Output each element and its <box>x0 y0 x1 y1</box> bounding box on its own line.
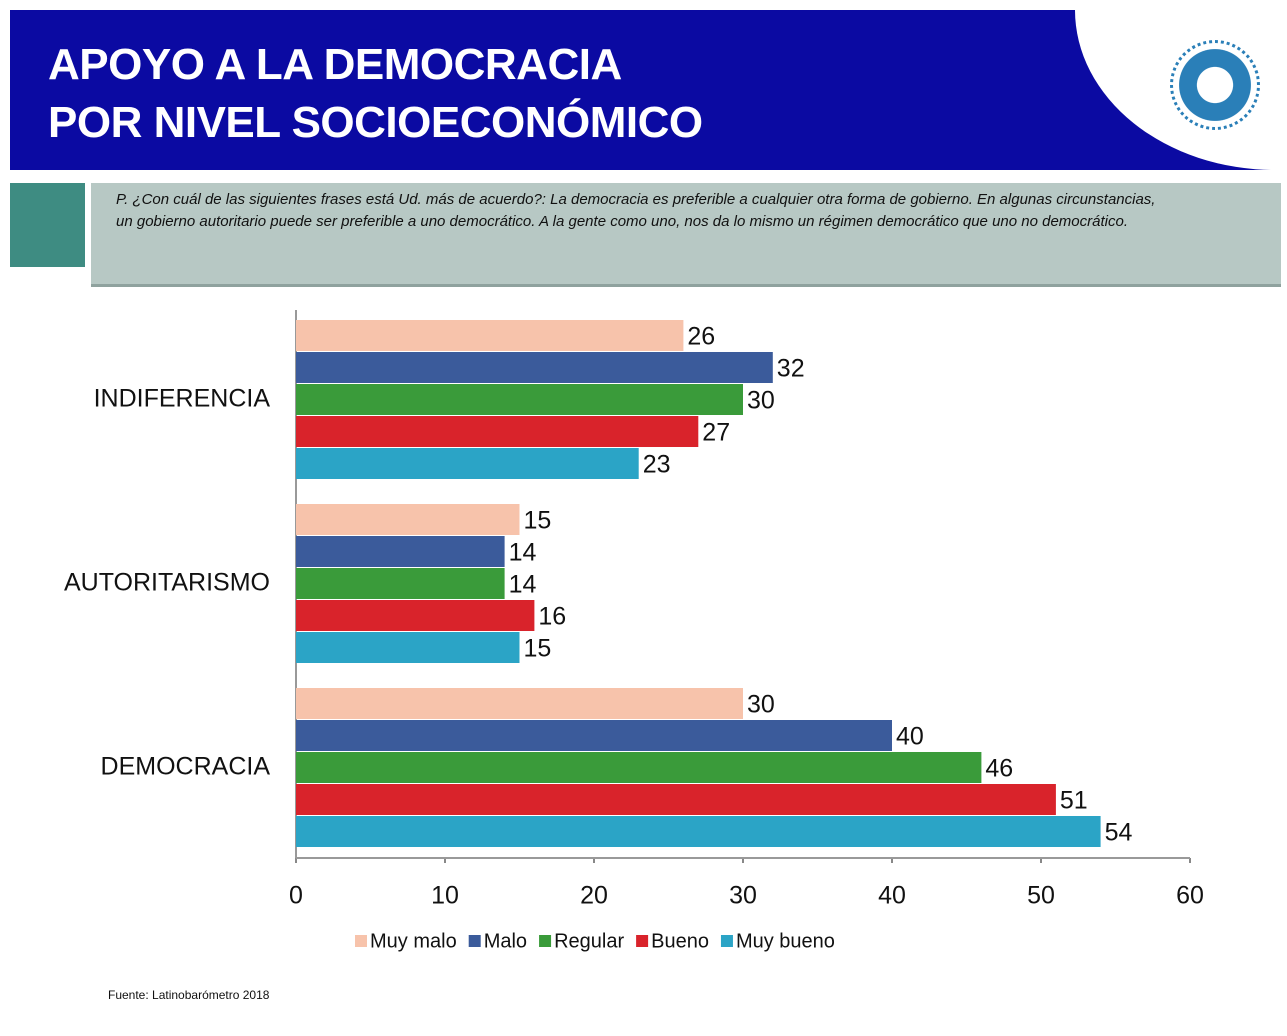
bar <box>296 600 534 631</box>
x-tick-label: 30 <box>729 882 757 910</box>
bar <box>296 448 639 479</box>
legend-swatch <box>636 935 648 947</box>
value-label: 26 <box>687 323 715 351</box>
value-label: 14 <box>509 571 537 599</box>
x-tick-label: 10 <box>431 882 459 910</box>
value-label: 23 <box>643 451 671 479</box>
value-label: 51 <box>1060 787 1088 815</box>
x-tick-label: 50 <box>1027 882 1055 910</box>
legend-label: Muy malo <box>370 930 457 952</box>
bar <box>296 504 520 535</box>
legend-swatch <box>355 935 367 947</box>
bar <box>296 352 773 383</box>
value-label: 40 <box>896 723 924 751</box>
legend-label: Regular <box>554 930 624 952</box>
x-tick-label: 20 <box>580 882 608 910</box>
legend-swatch <box>469 935 481 947</box>
x-tick-label: 60 <box>1176 882 1204 910</box>
bar <box>296 816 1101 847</box>
bar <box>296 752 981 783</box>
legend-label: Muy bueno <box>736 930 835 952</box>
category-label: DEMOCRACIA <box>101 753 271 781</box>
x-tick-label: 40 <box>878 882 906 910</box>
value-label: 46 <box>985 755 1013 783</box>
value-label: 30 <box>747 691 775 719</box>
page: {"chart_data": {"type": "bar", "orientat… <box>0 0 1287 1036</box>
legend-swatch <box>539 935 551 947</box>
bar <box>296 416 698 447</box>
bar <box>296 784 1056 815</box>
legend-swatch <box>721 935 733 947</box>
category-label: INDIFERENCIA <box>94 385 271 413</box>
value-label: 30 <box>747 387 775 415</box>
bar <box>296 568 505 599</box>
value-label: 54 <box>1105 819 1133 847</box>
category-label: AUTORITARISMO <box>64 569 270 597</box>
chart: 0102030405060INDIFERENCIA2632302723AUTOR… <box>0 0 1287 1036</box>
bar <box>296 688 743 719</box>
value-label: 15 <box>524 635 552 663</box>
x-tick-label: 0 <box>289 882 303 910</box>
bar <box>296 632 520 663</box>
bar <box>296 720 892 751</box>
value-label: 15 <box>524 507 552 535</box>
value-label: 32 <box>777 355 805 383</box>
bar <box>296 536 505 567</box>
bar <box>296 384 743 415</box>
legend-label: Malo <box>484 930 527 952</box>
legend-label: Bueno <box>651 930 709 952</box>
value-label: 27 <box>702 419 730 447</box>
value-label: 14 <box>509 539 537 567</box>
value-label: 16 <box>538 603 566 631</box>
bar <box>296 320 683 351</box>
